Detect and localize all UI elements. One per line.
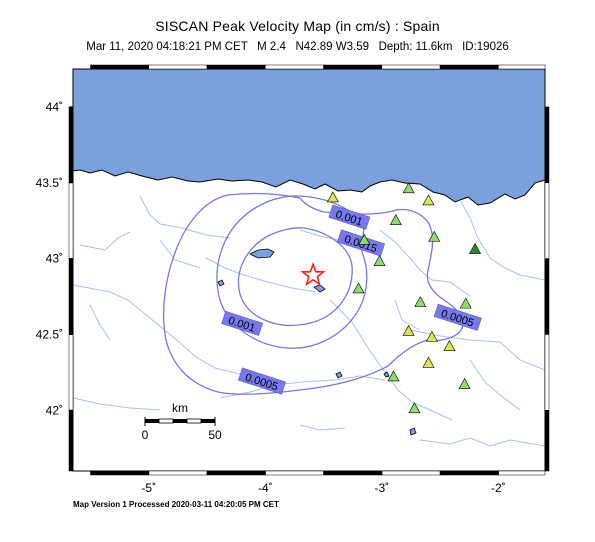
station-triangle [387, 370, 400, 382]
footer-note: Map Version 1 Processed 2020-03-11 04:20… [73, 500, 279, 509]
frame-segment [544, 410, 550, 472]
frame-segment [381, 470, 441, 476]
frame-segment [68, 410, 74, 472]
scale-label-0: 0 [142, 428, 149, 442]
scale-unit: km [172, 401, 188, 415]
frame-segment [68, 334, 74, 411]
lon-tick-label: -3˚ [375, 481, 390, 495]
scale-label-50: 50 [208, 428, 222, 442]
map-title: SISCAN Peak Velocity Map (in cm/s) : Spa… [155, 18, 440, 34]
lon-tick-label: -5˚ [141, 481, 156, 495]
frame-segment [323, 64, 383, 70]
contour-label-bg [221, 310, 264, 336]
station-triangle [443, 339, 456, 351]
frame-segment [498, 470, 546, 476]
contour-label-bg [237, 367, 286, 395]
sea-area [73, 69, 545, 206]
station-triangle [352, 282, 365, 294]
epicenter-star [300, 261, 326, 287]
scale-bar: km 0 50 [142, 401, 222, 442]
frame-segment [148, 470, 208, 476]
lon-tick-label: -4˚ [258, 481, 273, 495]
station-triangle [469, 242, 482, 254]
frame-segment [439, 470, 499, 476]
stations [326, 182, 482, 414]
station-triangle [459, 297, 472, 309]
station-triangle [458, 377, 471, 389]
frame-segment [544, 334, 550, 411]
frame-segment [68, 106, 74, 184]
frame-segment [68, 258, 74, 335]
frame-segment [206, 64, 266, 70]
rivers [73, 195, 545, 447]
frame-segment [439, 64, 499, 70]
frame-ticks [68, 64, 550, 476]
frame-segment [265, 470, 324, 476]
frame-segment [90, 64, 150, 70]
frame-segment [148, 64, 208, 70]
lon-axis: -5˚ -4˚ -3˚ -2˚ [141, 471, 506, 495]
frame-segment [544, 258, 550, 335]
lakes [217, 248, 417, 436]
station-triangle [326, 191, 339, 203]
frame-segment [544, 106, 550, 184]
frame-segment [265, 64, 324, 70]
lat-axis: 44˚ 43.5˚ 43˚ 42.5˚ 42˚ [36, 100, 73, 417]
contour-label-bg [433, 303, 482, 331]
lat-tick-label: 43.5˚ [36, 176, 63, 190]
station-triangle [402, 324, 415, 336]
station-triangle [408, 402, 421, 414]
frame-segment [498, 64, 546, 70]
frame-segment [323, 470, 383, 476]
station-triangle [428, 230, 441, 242]
lat-tick-label: 43˚ [46, 252, 63, 266]
frame-segment [206, 470, 266, 476]
event-info: Mar 11, 2020 04:18:21 PM CET M 2.4 N42.8… [86, 41, 509, 53]
frame-segment [381, 64, 441, 70]
station-triangle [422, 356, 435, 368]
frame-segment [90, 470, 150, 476]
station-triangle [373, 255, 386, 266]
station-triangle [425, 330, 438, 342]
epicenter-icon [300, 261, 326, 287]
frame-segment [68, 182, 74, 259]
lat-tick-label: 44˚ [46, 100, 63, 114]
contour-label-bg [328, 204, 371, 230]
station-triangle [358, 233, 371, 245]
contour-0.0015 [237, 227, 353, 326]
station-triangle [402, 182, 415, 194]
frame-segment [544, 182, 550, 259]
station-triangle [389, 214, 402, 225]
station-triangle [414, 295, 427, 307]
station-triangle [422, 194, 435, 206]
lon-tick-label: -2˚ [491, 481, 506, 495]
lat-tick-label: 42.5˚ [36, 327, 63, 341]
lat-tick-label: 42˚ [46, 403, 63, 417]
